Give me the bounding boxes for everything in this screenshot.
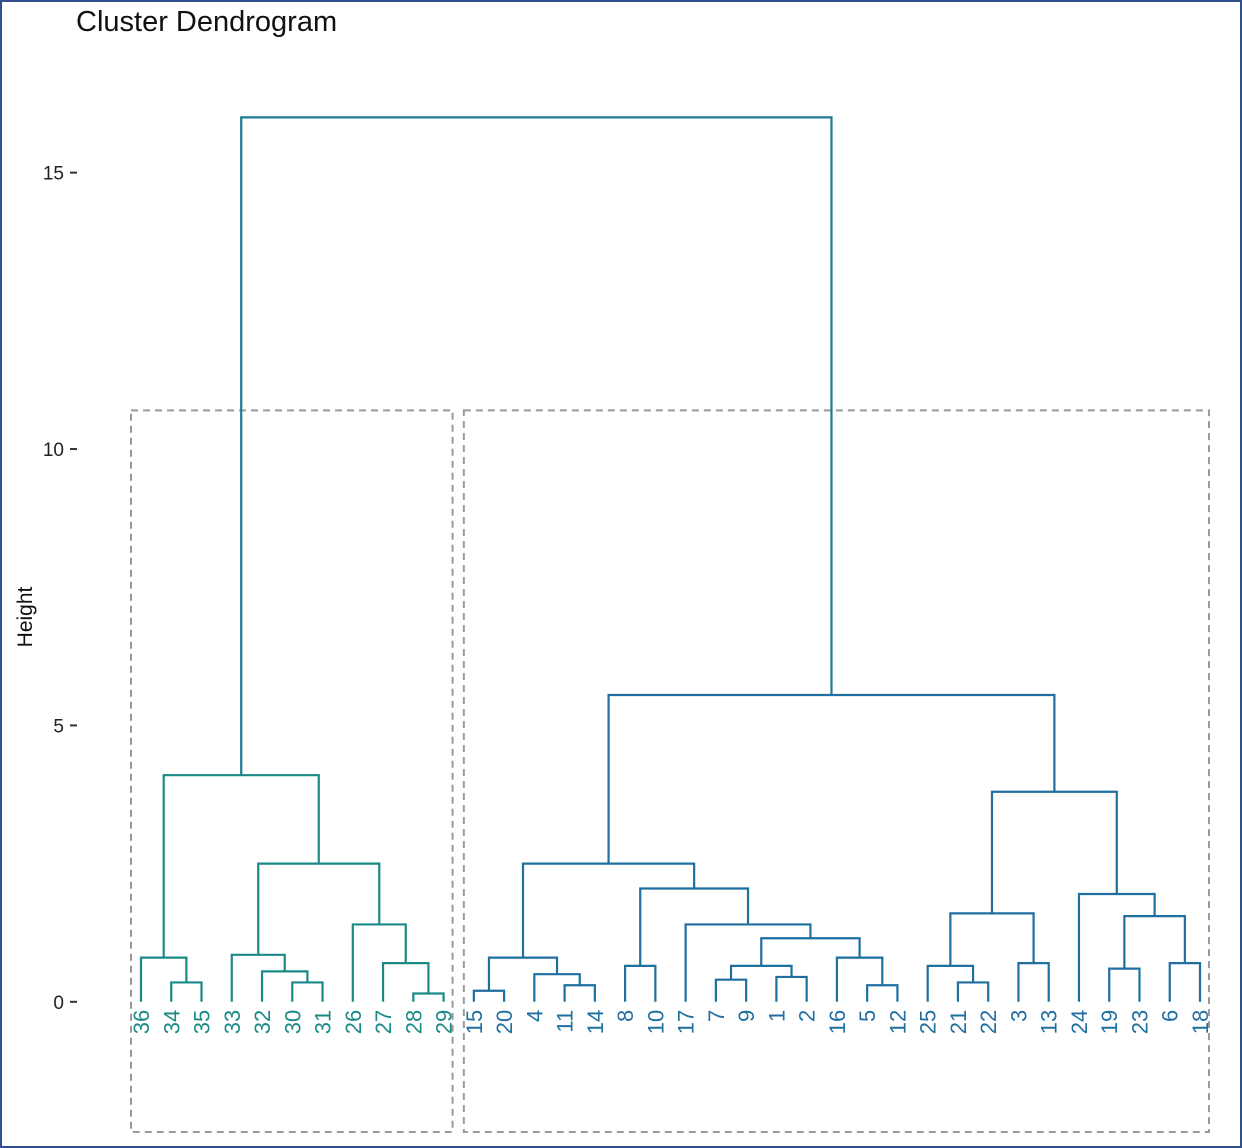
merge-link <box>240 116 833 776</box>
leaf-label: 13 <box>1037 1010 1062 1034</box>
merge-link <box>956 981 990 1002</box>
leaf-label: 9 <box>734 1010 759 1022</box>
merge-link <box>472 989 506 1002</box>
merge-link <box>162 774 320 958</box>
merge-link <box>607 693 1056 864</box>
merge-link <box>230 953 286 1002</box>
leaf-label: 26 <box>341 1010 366 1034</box>
leaf-label: 11 <box>553 1010 578 1033</box>
merge-link <box>1077 892 1156 1002</box>
leaf-label: 18 <box>1188 1010 1213 1034</box>
leaf-label: 31 <box>311 1010 336 1034</box>
leaf-label: 21 <box>946 1010 971 1034</box>
merge-link <box>487 956 559 991</box>
leaf-label: 27 <box>371 1010 396 1034</box>
leaf-label: 6 <box>1158 1010 1183 1022</box>
y-tick-label: 5 <box>53 716 64 737</box>
leaf-label: 29 <box>432 1010 457 1034</box>
leaf-label: 19 <box>1097 1010 1122 1034</box>
merge-link <box>714 978 748 1002</box>
leaf-label: 2 <box>795 1010 820 1022</box>
merge-link <box>412 992 445 1002</box>
leaf-label: 4 <box>522 1010 547 1022</box>
leaf-label: 20 <box>492 1010 517 1034</box>
leaf-label: 15 <box>462 1010 487 1034</box>
merge-link <box>760 937 861 966</box>
leaf-label: 25 <box>916 1010 941 1034</box>
leaf-label: 34 <box>159 1010 184 1034</box>
merge-link <box>1168 962 1202 1002</box>
leaf-label: 23 <box>1127 1010 1152 1034</box>
merge-link <box>775 975 808 1002</box>
merge-link <box>624 964 657 1002</box>
merge-link <box>139 956 188 1002</box>
leaf-label: 10 <box>643 1010 668 1034</box>
leaf-label: 32 <box>250 1010 275 1034</box>
dendrogram-links <box>139 116 1202 1002</box>
merge-link <box>949 912 1035 966</box>
leaf-label: 7 <box>704 1010 729 1022</box>
leaf-label: 16 <box>825 1010 850 1034</box>
leaf-label: 33 <box>220 1010 245 1034</box>
leaf-label: 8 <box>613 1010 638 1022</box>
merge-link <box>835 956 884 1002</box>
merge-link <box>639 887 750 966</box>
merge-link <box>926 964 975 1002</box>
merge-link <box>260 970 309 1002</box>
y-axis-label: Height <box>14 586 37 647</box>
merge-link <box>990 790 1118 914</box>
merge-link <box>533 973 581 1002</box>
merge-link <box>1017 962 1050 1002</box>
y-tick-label: 10 <box>43 440 64 461</box>
cluster-box-1 <box>130 409 454 1133</box>
cluster-box-2 <box>462 409 1211 1133</box>
chart-title: Cluster Dendrogram <box>76 6 338 38</box>
merge-link <box>563 984 596 1002</box>
leaf-label: 12 <box>885 1010 910 1034</box>
leaf-labels: 36 34 35 33 32 30 31 26 27 28 29 15 20 4 11 14 8 10 17 7 9 1 2… <box>129 1010 1213 1034</box>
leaf-label: 36 <box>129 1010 154 1034</box>
leaf-label: 14 <box>583 1010 608 1034</box>
leaf-label: 24 <box>1067 1010 1092 1034</box>
y-axis: 0 5 10 15 Height <box>14 164 77 1014</box>
leaf-label: 5 <box>855 1010 880 1022</box>
merge-link <box>170 981 203 1002</box>
merge-link <box>521 862 696 958</box>
merge-link <box>684 923 812 1002</box>
merge-link <box>1108 967 1141 1002</box>
cluster-boxes <box>130 409 1211 1133</box>
leaf-label: 17 <box>674 1010 699 1034</box>
leaf-label: 3 <box>1006 1010 1031 1022</box>
merge-link <box>381 962 430 1002</box>
leaf-label: 1 <box>764 1010 789 1022</box>
merge-link <box>1123 915 1186 969</box>
merge-link <box>257 862 381 955</box>
merge-link <box>291 981 324 1002</box>
y-tick-label: 0 <box>53 993 64 1014</box>
leaf-label: 35 <box>190 1010 215 1034</box>
leaf-label: 22 <box>976 1010 1001 1034</box>
leaf-label: 30 <box>280 1010 305 1034</box>
merge-link <box>866 984 899 1002</box>
y-tick-label: 15 <box>43 164 64 185</box>
leaf-label: 28 <box>401 1010 426 1034</box>
